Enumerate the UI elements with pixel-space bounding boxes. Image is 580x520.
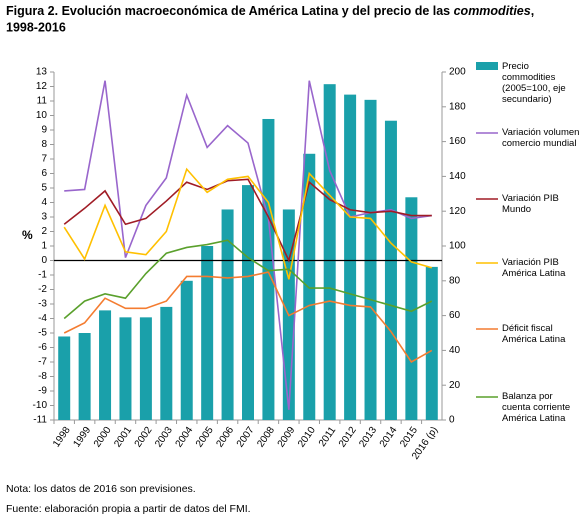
y-tick-label: 5 [41, 183, 47, 194]
x-tick-label: 2008 [255, 425, 277, 450]
y-tick-label: -7 [38, 357, 47, 368]
x-tick-label: 2012 [337, 425, 359, 450]
y-axis-label: % [22, 228, 33, 242]
y-tick-label: -5 [38, 328, 47, 339]
y-tick-label: 8 [41, 139, 47, 150]
y2-tick-label: 120 [449, 206, 466, 217]
bar [303, 153, 316, 420]
y-tick-label: 11 [37, 96, 48, 107]
bar [139, 317, 152, 420]
y2-tick-label: 20 [449, 380, 461, 391]
bar [78, 333, 91, 420]
bar [262, 118, 275, 420]
bar [99, 310, 112, 420]
x-tick-label: 2010 [296, 425, 318, 450]
legend-label: Déficit fiscal América Latina [502, 323, 566, 345]
x-tick-label: 2004 [174, 425, 196, 450]
bar [58, 336, 71, 420]
y-tick-label: -11 [33, 415, 47, 426]
note: Nota: los datos de 2016 son previsiones. [6, 483, 196, 495]
title-part: , [531, 4, 534, 18]
line [63, 178, 432, 263]
line [63, 271, 433, 364]
x-tick-label: 2013 [357, 425, 379, 450]
y-tick-label: 7 [41, 154, 47, 165]
y2-tick-label: 160 [449, 136, 466, 147]
x-tick-label: 1999 [71, 425, 93, 450]
bar [119, 317, 132, 420]
x-tick-label: 2007 [235, 425, 257, 450]
y-tick-label: 9 [41, 125, 47, 136]
chart-title: 1998-2016 [6, 20, 66, 34]
title-part: Figura 2. Evolución macroeconómica de Am… [6, 4, 454, 18]
line [63, 167, 433, 280]
y2-tick-label: 180 [449, 101, 466, 112]
bar [405, 197, 418, 420]
y-tick-label: -8 [38, 371, 47, 382]
bar [221, 209, 234, 420]
x-tick-label: 2003 [153, 425, 175, 450]
bar [323, 84, 336, 421]
y-tick-label: -2 [38, 284, 47, 295]
note: Fuente: elaboración propia a partir de d… [6, 503, 251, 515]
y-tick-label: -10 [33, 400, 48, 411]
y2-tick-label: 40 [449, 345, 461, 356]
x-tick-label: 2014 [378, 425, 400, 450]
y-tick-label: 6 [41, 168, 47, 179]
y-tick-label: -6 [38, 342, 47, 353]
legend-label: Balanza por cuenta corriente América Lat… [502, 391, 571, 424]
y2-tick-label: 200 [449, 67, 466, 78]
y2-tick-label: 60 [449, 310, 461, 321]
legend-label: Variación PIB América Latina [502, 257, 566, 279]
title-part: commodities [454, 4, 531, 18]
y-tick-label: 10 [36, 110, 48, 121]
x-tick-label: 2000 [92, 425, 114, 450]
legend-label: Variación PIB Mundo [502, 193, 559, 215]
y2-tick-label: 80 [449, 275, 461, 286]
bar [180, 280, 193, 420]
line [63, 239, 433, 320]
bar [201, 246, 214, 420]
y-tick-label: 4 [41, 197, 47, 208]
y-tick-label: 12 [36, 81, 48, 92]
bar [425, 266, 438, 420]
x-tick-label: 2001 [112, 425, 134, 450]
legend-label: Variación volumen comercio mundial [502, 127, 580, 149]
bar [242, 185, 254, 420]
y2-tick-label: 140 [449, 171, 466, 182]
bar [344, 94, 357, 421]
x-tick-label: 2005 [194, 425, 216, 450]
x-tick-label: 2011 [317, 425, 339, 449]
x-tick-label: 2009 [276, 425, 298, 450]
y-tick-label: 3 [41, 212, 47, 223]
legend-swatch [476, 62, 498, 70]
y-tick-label: -3 [38, 299, 47, 310]
y-tick-label: -1 [38, 270, 47, 281]
y-tick-label: 2 [41, 226, 47, 237]
y-tick-label: 13 [36, 67, 48, 78]
y2-tick-label: 0 [449, 415, 455, 426]
y-tick-label: 0 [41, 255, 47, 266]
y-tick-label: -9 [38, 386, 47, 397]
y2-tick-label: 100 [449, 241, 466, 252]
y-tick-label: -4 [38, 313, 47, 324]
chart-title: Figura 2. Evolución macroeconómica de Am… [6, 4, 534, 18]
x-tick-label: 2006 [214, 425, 236, 450]
bar [384, 120, 397, 420]
y-tick-label: 1 [41, 241, 47, 252]
x-tick-label: 1998 [51, 425, 73, 450]
bar [160, 306, 173, 420]
x-tick-label: 2002 [133, 425, 155, 450]
legend-label: Precio commodities (2005=100, eje secund… [502, 61, 566, 105]
